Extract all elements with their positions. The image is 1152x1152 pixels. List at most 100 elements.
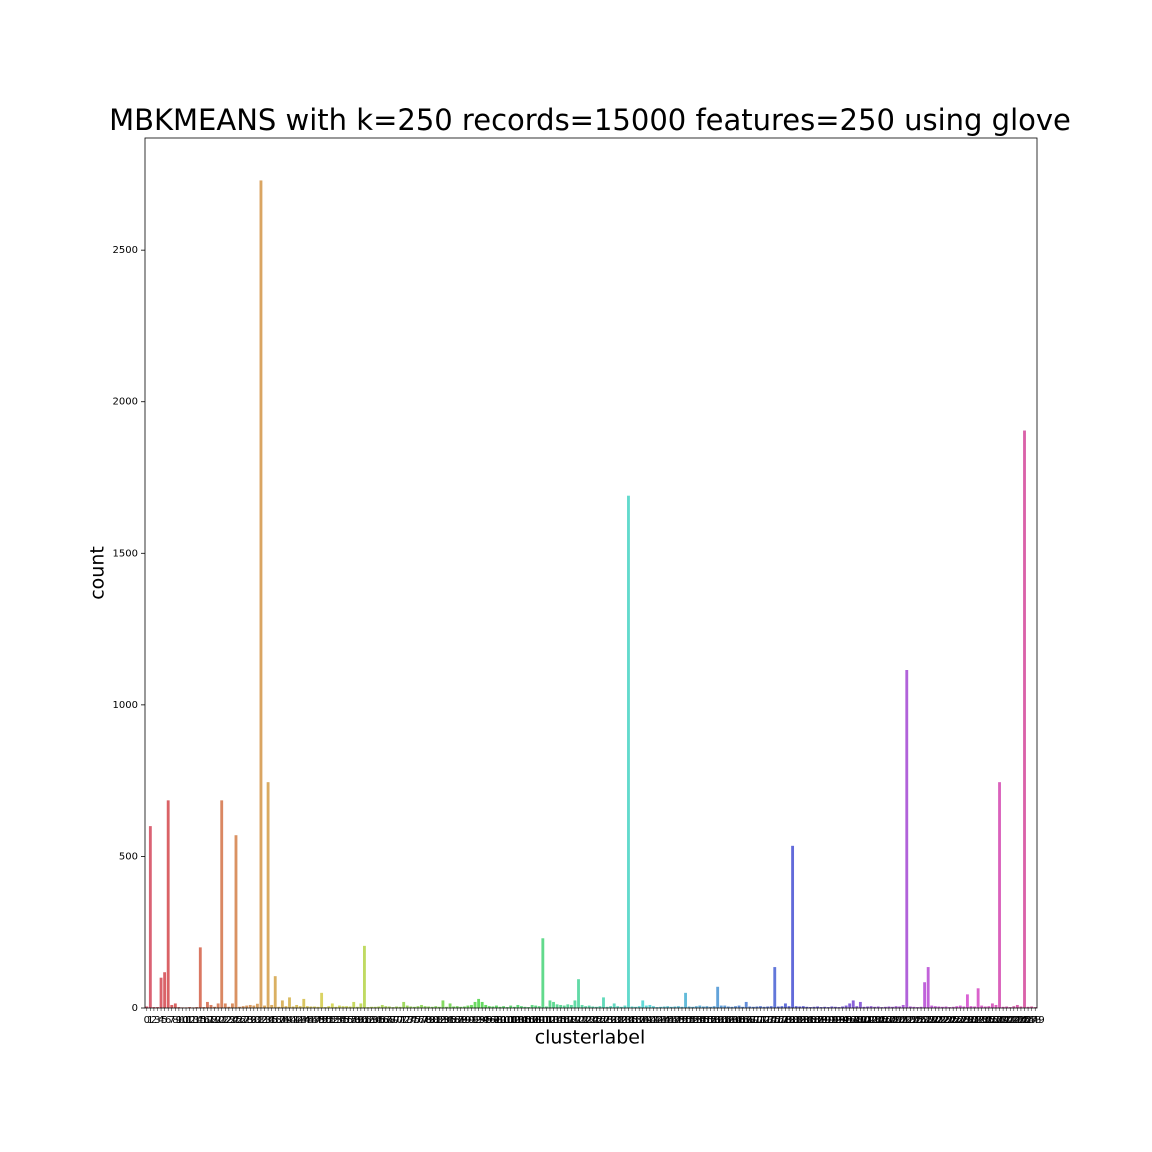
bar xyxy=(466,1005,470,1008)
bar xyxy=(316,1006,320,1008)
x-tick-label: 73 xyxy=(401,1015,414,1026)
bar xyxy=(384,1006,388,1008)
x-tick-label: 14 xyxy=(190,1015,203,1026)
x-tick-label: 216 xyxy=(908,1015,927,1026)
bar xyxy=(1008,1007,1012,1008)
bar xyxy=(473,1001,477,1008)
x-tick-label: 1 xyxy=(147,1015,153,1026)
x-tick-label: 7 xyxy=(169,1015,175,1026)
bar xyxy=(965,994,969,1008)
x-tick-label: 183 xyxy=(790,1015,809,1026)
bar xyxy=(398,1006,402,1008)
x-tick-label: 64 xyxy=(369,1015,382,1026)
bar xyxy=(584,1006,588,1008)
bar xyxy=(1026,1006,1030,1008)
bar xyxy=(716,986,720,1008)
bar xyxy=(887,1006,891,1008)
x-tick-label: 87 xyxy=(451,1015,464,1026)
bar xyxy=(541,938,545,1008)
x-tick-label: 172 xyxy=(751,1015,770,1026)
x-tick-label: 102 xyxy=(501,1015,520,1026)
bar xyxy=(591,1006,595,1008)
bar xyxy=(412,1006,416,1008)
y-axis-label: count xyxy=(87,546,109,600)
bar xyxy=(391,1007,395,1008)
x-tick-label: 189 xyxy=(812,1015,831,1026)
bar xyxy=(227,1006,231,1008)
x-tick-label: 20 xyxy=(212,1015,225,1026)
x-tick-label: 206 xyxy=(872,1015,891,1026)
bar xyxy=(355,1006,359,1008)
bar xyxy=(816,1006,819,1008)
x-tick-label: 190 xyxy=(815,1015,834,1026)
bar xyxy=(734,1006,737,1008)
bar xyxy=(851,1000,855,1008)
x-tick-label: 128 xyxy=(594,1015,613,1026)
bar xyxy=(659,1006,663,1008)
bar xyxy=(544,1006,548,1008)
x-tick-label: 214 xyxy=(901,1015,920,1026)
x-tick-label: 166 xyxy=(730,1015,749,1026)
bar xyxy=(552,1001,555,1008)
bar xyxy=(698,1005,702,1008)
bar xyxy=(958,1005,962,1008)
bar xyxy=(377,1006,381,1008)
x-tick-label: 97 xyxy=(487,1015,500,1026)
x-tick-label: 124 xyxy=(580,1015,599,1026)
x-tick-label: 243 xyxy=(1004,1015,1023,1026)
x-tick-label: 136 xyxy=(622,1015,641,1026)
x-tick-label: 140 xyxy=(637,1015,656,1026)
x-tick-label: 244 xyxy=(1008,1015,1027,1026)
bar xyxy=(755,1006,759,1008)
bar xyxy=(919,1006,923,1008)
x-tick-label: 62 xyxy=(362,1015,375,1026)
x-tick-label: 154 xyxy=(687,1015,706,1026)
bar xyxy=(345,1006,349,1008)
x-tick-label: 5 xyxy=(161,1015,167,1026)
bar xyxy=(455,1006,459,1008)
x-tick-label: 80 xyxy=(426,1015,439,1026)
bar xyxy=(602,997,605,1008)
x-tick-label: 117 xyxy=(555,1015,574,1026)
x-tick-label: 37 xyxy=(272,1015,285,1026)
x-tick-label: 178 xyxy=(772,1015,791,1026)
bar xyxy=(580,1004,584,1008)
x-tick-label: 107 xyxy=(519,1015,538,1026)
bar xyxy=(955,1006,959,1008)
x-tick-label: 186 xyxy=(801,1015,820,1026)
x-tick-label: 105 xyxy=(512,1015,531,1026)
x-tick-label: 176 xyxy=(765,1015,784,1026)
bar xyxy=(998,782,1001,1008)
x-tick-label: 22 xyxy=(219,1015,232,1026)
x-tick-label: 115 xyxy=(548,1015,567,1026)
x-tick-label: 139 xyxy=(633,1015,652,1026)
bar xyxy=(1019,1006,1023,1008)
x-tick-label: 61 xyxy=(358,1015,371,1026)
x-tick-label: 229 xyxy=(954,1015,973,1026)
bar xyxy=(156,1007,159,1008)
x-tick-label: 111 xyxy=(533,1015,552,1026)
bar xyxy=(270,1004,274,1008)
bar xyxy=(273,976,277,1008)
bar xyxy=(841,1006,844,1008)
x-tick-label: 234 xyxy=(972,1015,991,1026)
bar xyxy=(923,982,927,1008)
x-tick-label: 77 xyxy=(415,1015,428,1026)
bar xyxy=(737,1005,741,1008)
x-tick-label: 68 xyxy=(383,1015,396,1026)
bar xyxy=(480,1001,484,1008)
y-tick-label: 500 xyxy=(119,851,138,862)
bar xyxy=(594,1006,598,1008)
bar xyxy=(784,1003,787,1008)
x-tick-label: 171 xyxy=(747,1015,766,1026)
bar xyxy=(248,1004,252,1008)
x-tick-label: 10 xyxy=(176,1015,189,1026)
bar xyxy=(933,1006,937,1008)
bar xyxy=(619,1006,623,1008)
bar xyxy=(234,835,238,1008)
bar xyxy=(259,180,263,1008)
bar xyxy=(548,1000,552,1008)
bar xyxy=(537,1006,541,1008)
x-tick-label: 11 xyxy=(180,1015,193,1026)
x-tick-label: 141 xyxy=(640,1015,659,1026)
